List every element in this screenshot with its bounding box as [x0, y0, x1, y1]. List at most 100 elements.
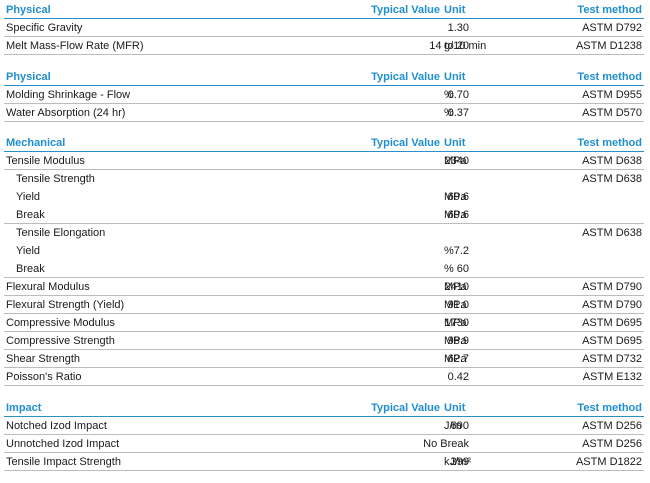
test-method-header: Test method: [577, 71, 642, 83]
property-name: Melt Mass-Flow Rate (MFR): [6, 40, 144, 52]
typical-value-header: Typical Value: [371, 4, 440, 16]
table-row: Poisson's Ratio 0.42 ASTM E132: [4, 368, 644, 386]
typical-value: 0.42: [447, 371, 469, 383]
unit: MPa: [444, 281, 467, 293]
typical-value: 0.37: [447, 107, 469, 119]
typical-value: 1.30: [447, 22, 469, 34]
test-method: ASTM D1822: [575, 456, 642, 468]
property-name: Compressive Modulus: [6, 317, 115, 329]
typical-value-header: Typical Value: [371, 402, 440, 414]
section-mechanical: Mechanical Typical Value Unit Test method Te…: [4, 135, 644, 386]
table-row: Melt Mass-Flow Rate (MFR) 14 to 20 g/10 mi…: [4, 37, 644, 55]
property-name: Yield: [16, 191, 41, 203]
typical-value-header: Typical Value: [371, 71, 440, 83]
unit: %: [444, 263, 454, 275]
typical-value: 14 to 20: [429, 40, 469, 52]
table-row: Tensile Modulus 2340 MPa ASTM D638: [4, 152, 644, 170]
property-name: Molding Shrinkage - Flow: [6, 89, 131, 101]
section-title: Mechanical: [6, 137, 66, 149]
unit: MPa: [444, 155, 467, 167]
property-name: Flexural Modulus: [6, 281, 90, 293]
test-method: ASTM D790: [582, 299, 642, 311]
table-row: Flexural Modulus 2410 MPa ASTM D790: [4, 278, 644, 296]
table-row: Flexural Strength (Yield) 91.0 MPa ASTM D79…: [4, 296, 644, 314]
property-name: Specific Gravity: [6, 22, 83, 34]
typical-value: 60: [456, 263, 469, 275]
property-name: Break: [16, 209, 45, 221]
typical-value: 69.6: [447, 191, 469, 203]
test-method: ASTM D1238: [575, 40, 642, 52]
unit: MPa: [444, 317, 467, 329]
typical-value: No Break: [423, 438, 469, 450]
test-method: ASTM D792: [582, 22, 642, 34]
table-row: Yield 7.2%: [4, 242, 644, 260]
typical-value: 2340: [444, 155, 469, 167]
test-method: ASTM D256: [582, 438, 642, 450]
typical-value: 7.2: [453, 245, 469, 257]
unit: J/m: [444, 420, 462, 432]
table-row: Water Absorption (24 hr) 0.37% ASTM D570: [4, 104, 644, 122]
table-row: Specific Gravity 1.30 ASTM D792: [4, 19, 644, 37]
unit: %: [444, 89, 454, 101]
typical-value: 399: [450, 456, 469, 468]
section-header: Impact Typical Value Unit Test method: [4, 400, 644, 417]
unit: MPa: [444, 209, 467, 221]
unit: %: [444, 107, 454, 119]
section-physical: Physical Typical Value Unit Test method Mold…: [4, 69, 644, 122]
typical-value: 1730: [444, 317, 469, 329]
section-header: Mechanical Typical Value Unit Test method: [4, 135, 644, 152]
table-row: Break 60%: [4, 260, 644, 278]
table-row: Compressive Strength 98.9 MPa ASTM D695: [4, 332, 644, 350]
test-method-header: Test method: [577, 4, 642, 16]
test-method: ASTM D732: [582, 353, 642, 365]
unit-header: Unit: [444, 402, 466, 414]
unit-header: Unit: [444, 4, 466, 16]
table-row: Break 69.6 MPa: [4, 206, 644, 224]
test-method: ASTM D638: [582, 173, 642, 185]
test-method: ASTM E132: [582, 371, 642, 383]
test-method: ASTM D638: [582, 227, 642, 239]
typical-value: 69.6: [447, 209, 469, 221]
test-method: ASTM D256: [582, 420, 642, 432]
table-row: Unnotched Izod Impact No Break ASTM D256: [4, 435, 644, 453]
unit: MPa: [444, 191, 467, 203]
property-name: Notched Izod Impact: [6, 420, 107, 432]
typical-value: 62.7: [447, 353, 469, 365]
section-header: Physical Typical Value Unit Test method: [4, 69, 644, 86]
property-name: Tensile Elongation: [16, 227, 106, 239]
section-header: Physical Typical Value Unit Test method: [4, 2, 644, 19]
table-row: Shear Strength 62.7 MPa ASTM D732: [4, 350, 644, 368]
unit: %: [444, 245, 454, 257]
property-name: Tensile Impact Strength: [6, 456, 121, 468]
typical-value: 98.9: [447, 335, 469, 347]
table-row: Molding Shrinkage - Flow 0.70% ASTM D955: [4, 86, 644, 104]
section-physical: Physical Typical Value Unit Test method Spec…: [4, 2, 644, 55]
table-row: Tensile Impact Strength 399 kJ/m² ASTM D182…: [4, 453, 644, 471]
test-method: ASTM D638: [582, 155, 642, 167]
test-method: ASTM D695: [582, 335, 642, 347]
typical-value: 91.0: [447, 299, 469, 311]
property-name: Yield: [16, 245, 41, 257]
unit: MPa: [444, 299, 467, 311]
section-title: Physical: [6, 71, 51, 83]
property-name: Tensile Strength: [16, 173, 95, 185]
unit: kJ/m²: [444, 456, 471, 468]
unit: MPa: [444, 353, 467, 365]
table-row: Notched Izod Impact 690 J/m ASTM D256: [4, 417, 644, 435]
unit: MPa: [444, 335, 467, 347]
typical-value-header: Typical Value: [371, 137, 440, 149]
unit-header: Unit: [444, 71, 466, 83]
property-name: Break: [16, 263, 45, 275]
unit: g/10 min: [444, 40, 487, 52]
property-name: Tensile Modulus: [6, 155, 85, 167]
property-name: Water Absorption (24 hr): [6, 107, 126, 119]
test-method: ASTM D955: [582, 89, 642, 101]
table-row: Tensile Strength ASTM D638: [4, 170, 644, 188]
property-name: Compressive Strength: [6, 335, 115, 347]
section-impact: Impact Typical Value Unit Test method Notche…: [4, 400, 644, 471]
test-method: ASTM D790: [582, 281, 642, 293]
typical-value: 690: [450, 420, 469, 432]
test-method-header: Test method: [577, 402, 642, 414]
section-title: Physical: [6, 4, 51, 16]
section-title: Impact: [6, 402, 42, 414]
